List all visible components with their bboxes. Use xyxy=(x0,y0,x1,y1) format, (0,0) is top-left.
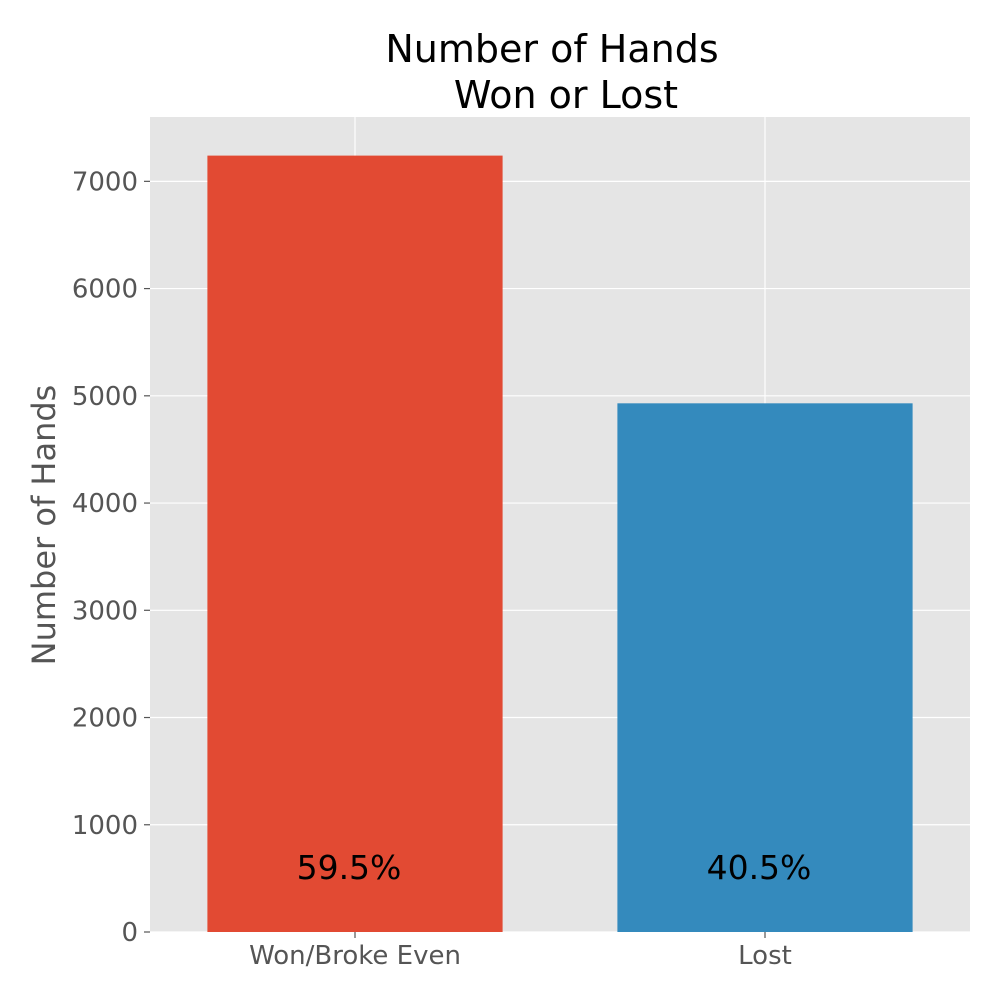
bar xyxy=(207,155,503,932)
y-axis: 0 1000 2000 3000 4000 5000 6000 7000 xyxy=(72,167,150,948)
y-tick-label: 5000 xyxy=(72,382,138,412)
bar-data-label: 40.5% xyxy=(707,848,812,887)
chart-title-line-1: Number of Hands xyxy=(385,27,718,71)
y-tick-label: 3000 xyxy=(72,596,138,626)
bar-data-label: 59.5% xyxy=(297,848,402,887)
bar-labels: 59.5% 40.5% xyxy=(297,848,812,887)
y-tick-label: 2000 xyxy=(72,704,138,734)
x-tick-label: Won/Broke Even xyxy=(249,941,461,971)
x-tick-label: Lost xyxy=(738,941,792,971)
chart-title-line-2: Won or Lost xyxy=(454,73,678,117)
y-tick-label: 1000 xyxy=(72,811,138,841)
y-tick-label: 7000 xyxy=(72,167,138,197)
y-tick-label: 4000 xyxy=(72,489,138,519)
x-axis: Won/Broke Even Lost xyxy=(249,932,792,971)
y-tick-label: 6000 xyxy=(72,275,138,305)
bar xyxy=(617,403,913,932)
bars xyxy=(207,155,913,932)
y-axis-label: Number of Hands xyxy=(25,385,63,666)
y-tick-label: 0 xyxy=(121,918,138,948)
